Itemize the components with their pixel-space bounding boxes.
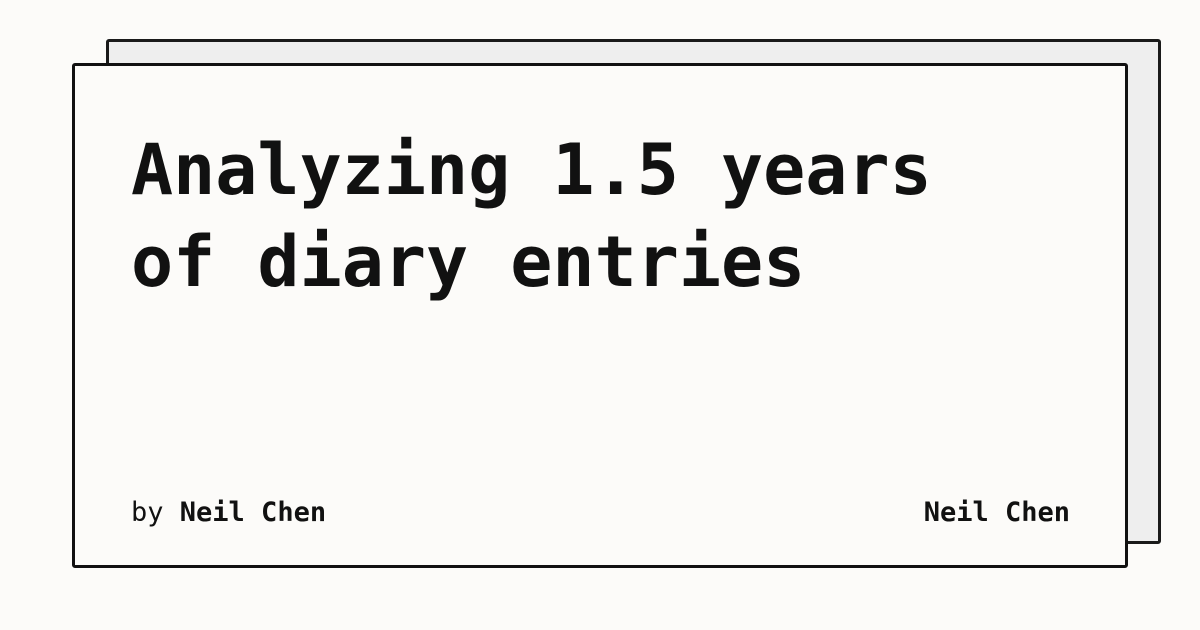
author-name: Neil Chen [179, 497, 327, 528]
site-brand: Neil Chen [923, 497, 1070, 528]
post-title: Analyzing 1.5 years of diary entries [131, 124, 1031, 308]
byline: by Neil Chen [131, 496, 326, 530]
post-title-line-1: Analyzing 1.5 years [131, 129, 932, 211]
byline-prefix: by [131, 497, 164, 528]
og-card: Analyzing 1.5 years of diary entries by N… [72, 63, 1128, 568]
post-title-line-2: of diary entries [131, 221, 806, 303]
